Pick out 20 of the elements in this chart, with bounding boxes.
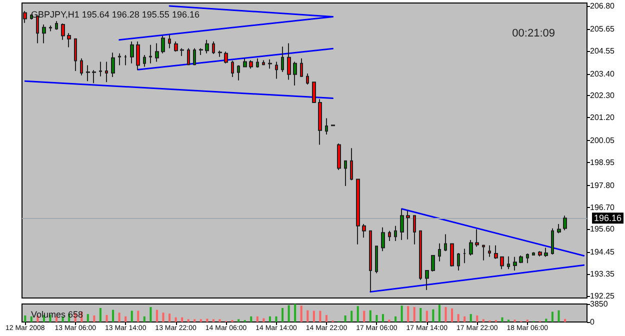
y-tick-label: 201.20 (590, 113, 616, 122)
y-tick-label: 200.05 (590, 136, 616, 146)
y-tick-label: 205.65 (590, 24, 616, 34)
y-tick-label: 194.45 (590, 248, 616, 257)
y-tick-label: 195.60 (590, 224, 616, 234)
text: Volumes 658 (31, 310, 84, 320)
y-tick-label: 206.80 (590, 1, 616, 10)
y-tick-label: 0 (590, 318, 595, 326)
y-tick-label: 203.40 (590, 69, 616, 78)
ref-line-label: 196.16 (594, 213, 622, 224)
y-tick-label: 204.55 (590, 46, 616, 56)
y-tick-label: 202.30 (590, 91, 616, 100)
text: GBPJPY,H1 195.64 196.28 195.55 196.16 (31, 10, 200, 20)
y-tick-label: 192.25 (590, 292, 616, 300)
y-tick-label: 198.95 (590, 158, 616, 167)
y-tick-label: 197.80 (590, 180, 616, 190)
y-tick-label: 196.70 (590, 202, 616, 212)
y-tick-label: 193.35 (590, 270, 616, 279)
annotation: 00:21:09 (512, 28, 556, 40)
y-tick-label: 3850 (590, 300, 608, 308)
